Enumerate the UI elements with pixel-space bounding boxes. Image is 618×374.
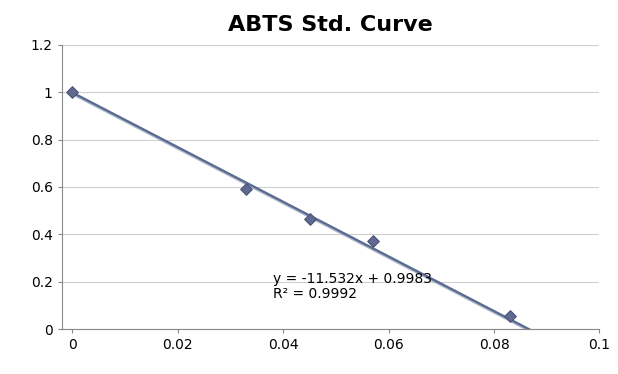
Title: ABTS Std. Curve: ABTS Std. Curve — [228, 15, 433, 35]
Point — [67, 89, 77, 95]
Point — [242, 186, 252, 192]
Point — [305, 216, 315, 222]
Point — [368, 239, 378, 245]
Text: R² = 0.9992: R² = 0.9992 — [273, 287, 357, 301]
Text: y = -11.532x + 0.9983: y = -11.532x + 0.9983 — [273, 272, 431, 286]
Point — [505, 313, 515, 319]
